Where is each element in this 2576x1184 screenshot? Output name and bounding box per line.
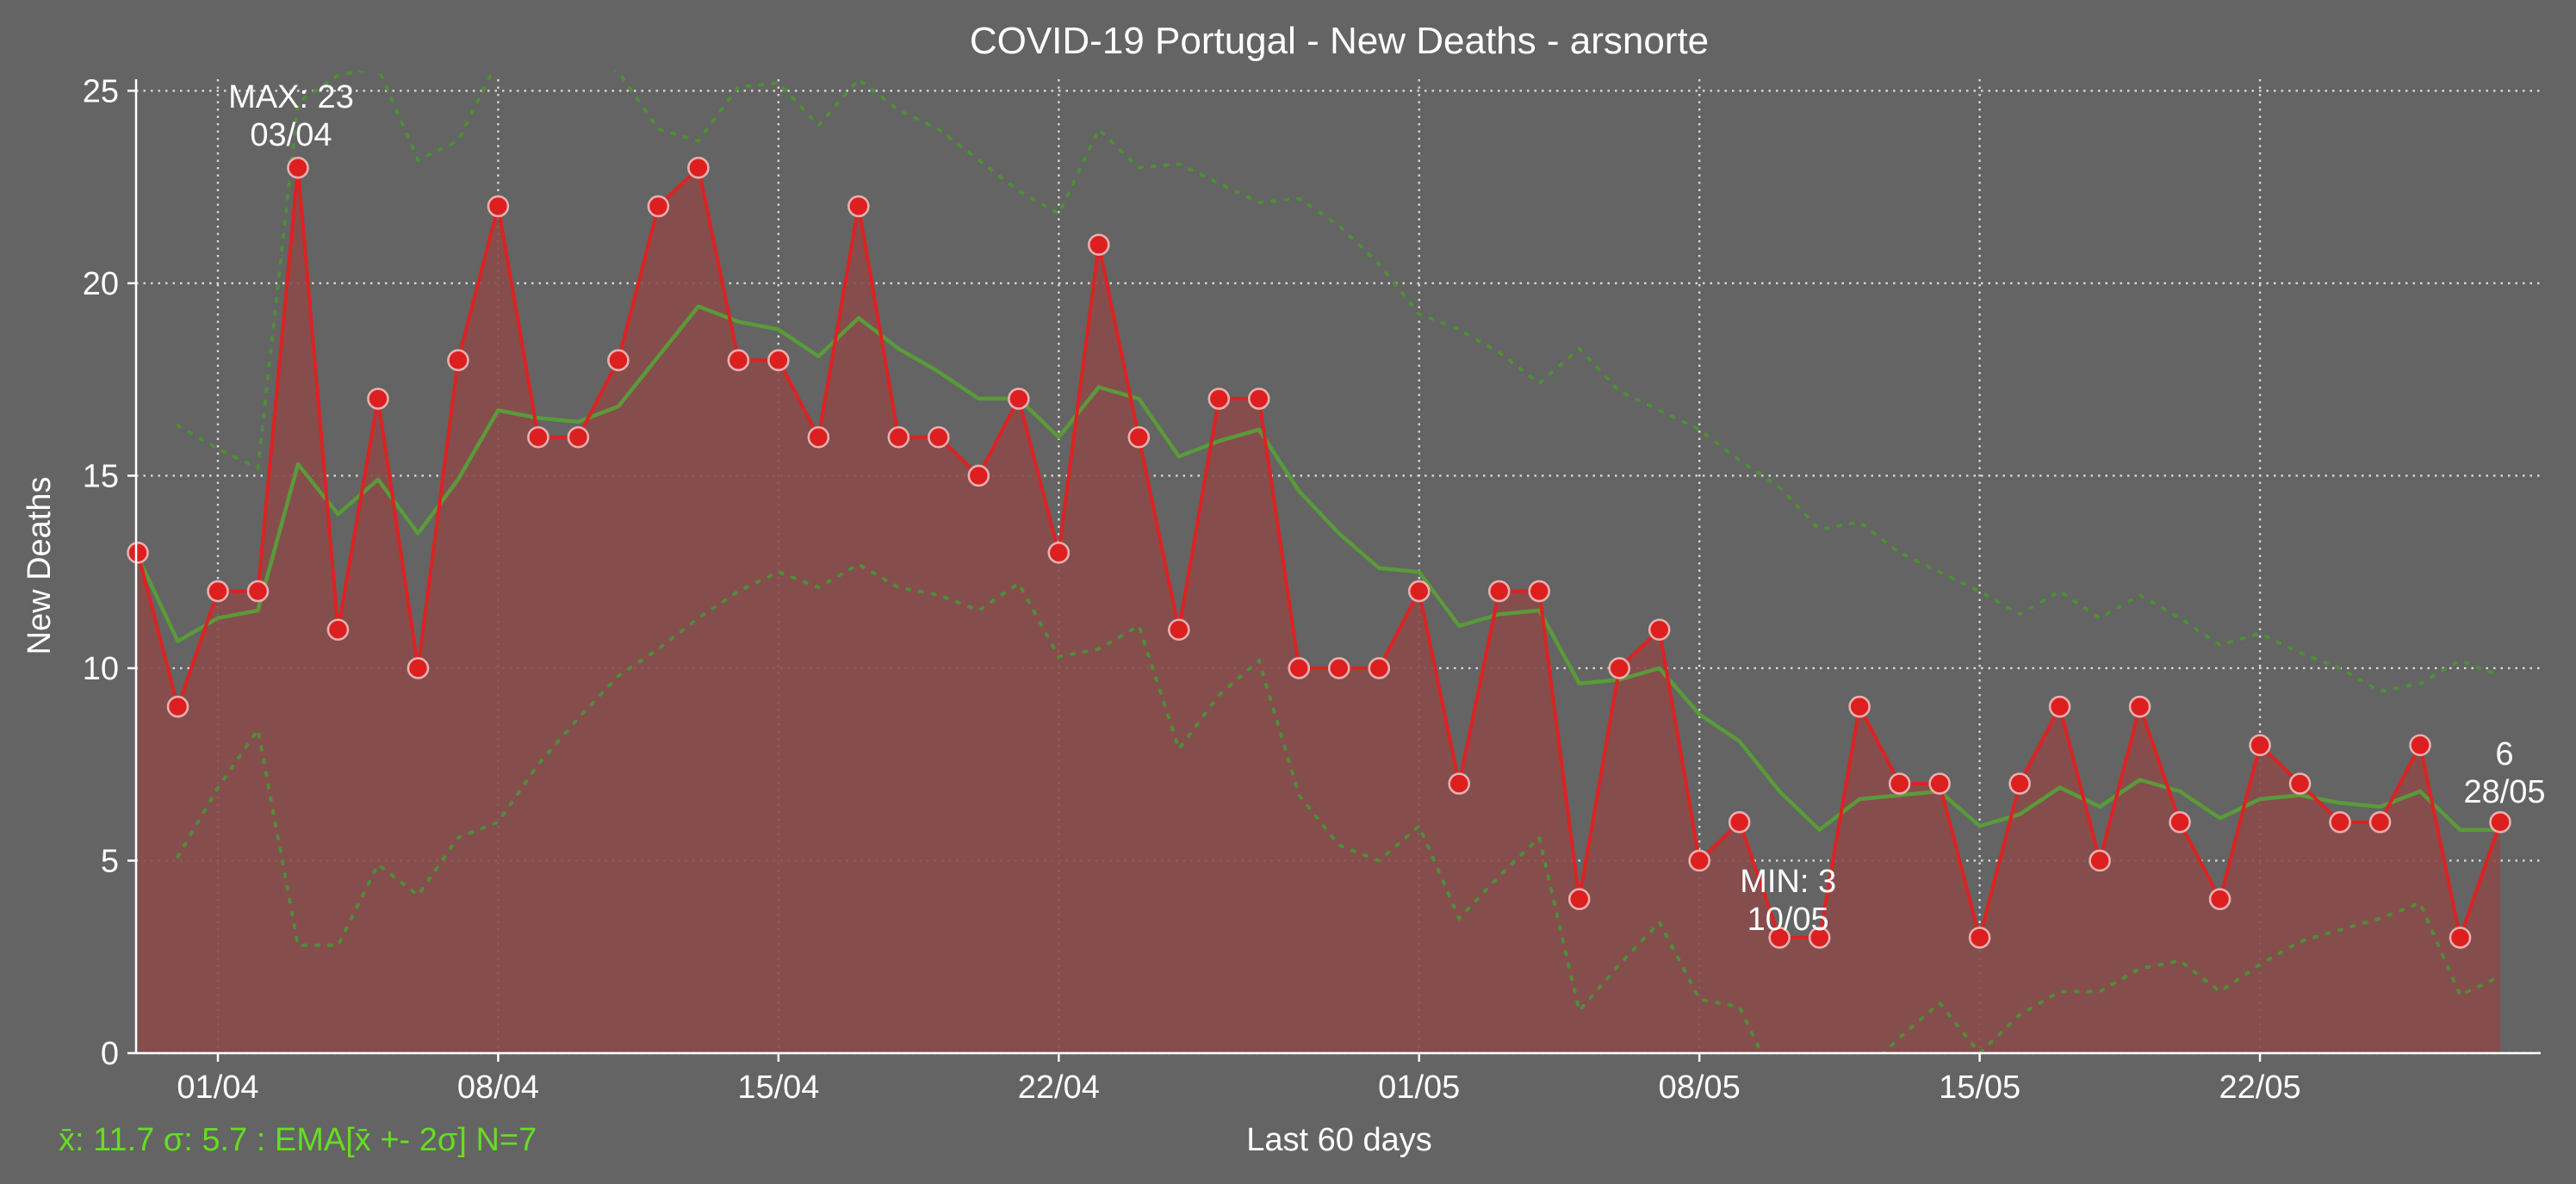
data-points: [127, 157, 2511, 949]
min-annotation-line2: 10/05: [1747, 902, 1829, 938]
data-point: [2048, 695, 2071, 718]
data-point: [1567, 888, 1591, 910]
data-point: [2208, 888, 2231, 910]
data-point: [2008, 772, 2031, 795]
data-point: [166, 695, 189, 718]
x-tick-label: 22/05: [2219, 1069, 2301, 1106]
data-point: [1648, 618, 1671, 642]
data-point: [1808, 927, 1831, 949]
axes: [134, 79, 2541, 1055]
data-point: [367, 387, 389, 410]
data-point: [2329, 810, 2351, 834]
data-point: [1528, 580, 1551, 603]
x-tick-label: 08/05: [1659, 1069, 1741, 1106]
data-point: [2449, 927, 2472, 949]
data-point: [246, 580, 270, 603]
data-point: [1487, 580, 1511, 603]
data-point: [2288, 772, 2312, 795]
max-annotation-line1: MAX: 23: [228, 79, 354, 115]
data-point: [1888, 772, 1911, 795]
data-point: [1167, 618, 1190, 642]
data-point: [1127, 425, 1151, 449]
data-point: [1008, 387, 1030, 410]
data-point: [2368, 810, 2392, 834]
data-point: [1968, 927, 1991, 949]
data-point: [527, 425, 549, 449]
data-point: [2169, 810, 2191, 834]
data-point: [767, 349, 790, 372]
x-tick-label: 01/05: [1378, 1069, 1460, 1106]
data-point: [1848, 695, 1871, 718]
y-tick-label: 20: [83, 266, 119, 302]
ema-line: [136, 304, 2500, 832]
data-point: [1768, 927, 1791, 949]
data-point: [1728, 810, 1751, 834]
x-tick-label: 08/04: [457, 1069, 539, 1106]
deaths-area: [138, 167, 2500, 1054]
deaths-line: [136, 165, 2502, 939]
data-point: [847, 195, 870, 218]
last-annotation-line1: 6: [2495, 736, 2513, 772]
data-point: [2249, 734, 2271, 757]
ema-lower-band: [176, 561, 2502, 1053]
data-point: [326, 618, 350, 642]
y-tick-label: 5: [101, 843, 119, 879]
x-tick-label: 22/04: [1018, 1069, 1100, 1106]
data-point: [2409, 734, 2431, 757]
max-annotation-line2: 03/04: [250, 117, 332, 153]
y-tick-label: 25: [83, 73, 119, 109]
data-point: [967, 464, 990, 487]
data-point: [487, 195, 510, 218]
x-axis-label: Last 60 days: [1246, 1122, 1431, 1158]
data-point: [687, 157, 710, 179]
data-point: [1688, 849, 1710, 872]
data-point: [1368, 657, 1391, 679]
data-point: [2089, 849, 2111, 872]
data-point: [287, 157, 309, 179]
data-point: [1928, 772, 1951, 795]
data-point: [127, 542, 149, 564]
data-point: [1288, 657, 1311, 679]
last-annotation-line2: 28/05: [2463, 774, 2545, 810]
x-tick-label: 01/04: [177, 1069, 258, 1106]
data-point: [2128, 695, 2151, 718]
y-tick-label: 15: [83, 458, 119, 494]
deaths-series-line: [136, 165, 2502, 939]
data-point: [207, 580, 229, 603]
data-point: [1047, 542, 1071, 564]
area-fill: [138, 167, 2500, 1054]
data-point: [407, 657, 430, 679]
x-tick-label: 15/04: [737, 1069, 819, 1106]
stats-summary: x̄: 11.7 σ: 5.7 : EMA[x̄ +- 2σ] N=7: [59, 1122, 537, 1158]
x-tick-label: 15/05: [1939, 1069, 2020, 1106]
data-point: [1327, 657, 1350, 679]
chart-title: COVID-19 Portugal - New Deaths - arsnort…: [970, 20, 1709, 62]
data-point: [567, 425, 590, 449]
min-annotation-line1: MIN: 3: [1740, 864, 1836, 900]
data-point: [1608, 657, 1630, 679]
data-point: [2489, 810, 2511, 834]
data-point: [1087, 233, 1110, 257]
data-point: [928, 425, 950, 449]
data-point: [727, 349, 750, 372]
data-point: [607, 349, 630, 372]
data-point: [887, 425, 910, 449]
y-axis-label: New Deaths: [22, 477, 58, 655]
data-point: [647, 195, 670, 218]
y-tick-label: 10: [83, 651, 119, 687]
data-point: [807, 425, 830, 449]
data-point: [1407, 580, 1431, 603]
y-tick-label: 0: [101, 1036, 119, 1072]
data-point: [1247, 387, 1270, 410]
data-point: [1448, 772, 1471, 795]
data-point: [1207, 387, 1231, 410]
data-point: [447, 349, 469, 372]
ema-band: [176, 71, 2502, 1053]
tick-labels: 0 5 10 15 20 25 01/04 08/04 15/04 22/04 01/05 08/05…: [83, 73, 2301, 1106]
ema-series-line: [136, 304, 2500, 832]
